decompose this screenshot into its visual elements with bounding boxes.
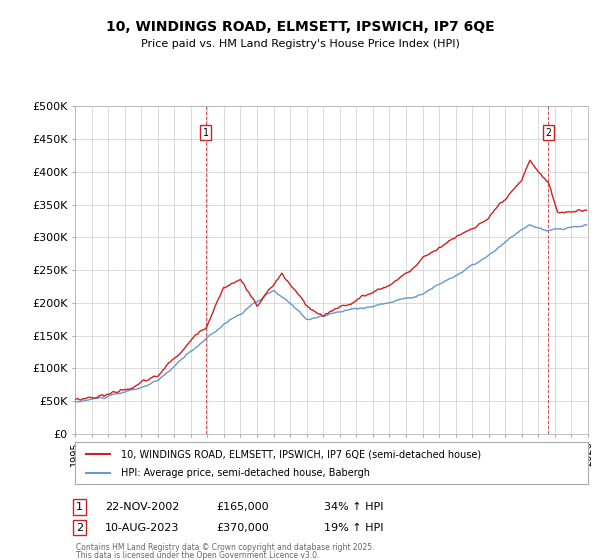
Text: 10-AUG-2023: 10-AUG-2023	[105, 522, 179, 533]
Text: Price paid vs. HM Land Registry's House Price Index (HPI): Price paid vs. HM Land Registry's House …	[140, 39, 460, 49]
Text: 10, WINDINGS ROAD, ELMSETT, IPSWICH, IP7 6QE: 10, WINDINGS ROAD, ELMSETT, IPSWICH, IP7…	[106, 20, 494, 34]
Text: 34% ↑ HPI: 34% ↑ HPI	[324, 502, 383, 512]
Text: HPI: Average price, semi-detached house, Babergh: HPI: Average price, semi-detached house,…	[121, 468, 370, 478]
Text: 2: 2	[545, 128, 551, 138]
Text: 22-NOV-2002: 22-NOV-2002	[105, 502, 179, 512]
Text: Contains HM Land Registry data © Crown copyright and database right 2025.: Contains HM Land Registry data © Crown c…	[76, 543, 374, 552]
Text: 19% ↑ HPI: 19% ↑ HPI	[324, 522, 383, 533]
Text: £165,000: £165,000	[216, 502, 269, 512]
Text: 1: 1	[203, 128, 209, 138]
Text: This data is licensed under the Open Government Licence v3.0.: This data is licensed under the Open Gov…	[76, 551, 320, 560]
Text: 1: 1	[76, 502, 83, 512]
Text: 10, WINDINGS ROAD, ELMSETT, IPSWICH, IP7 6QE (semi-detached house): 10, WINDINGS ROAD, ELMSETT, IPSWICH, IP7…	[121, 449, 481, 459]
Text: 2: 2	[76, 522, 83, 533]
Text: £370,000: £370,000	[216, 522, 269, 533]
